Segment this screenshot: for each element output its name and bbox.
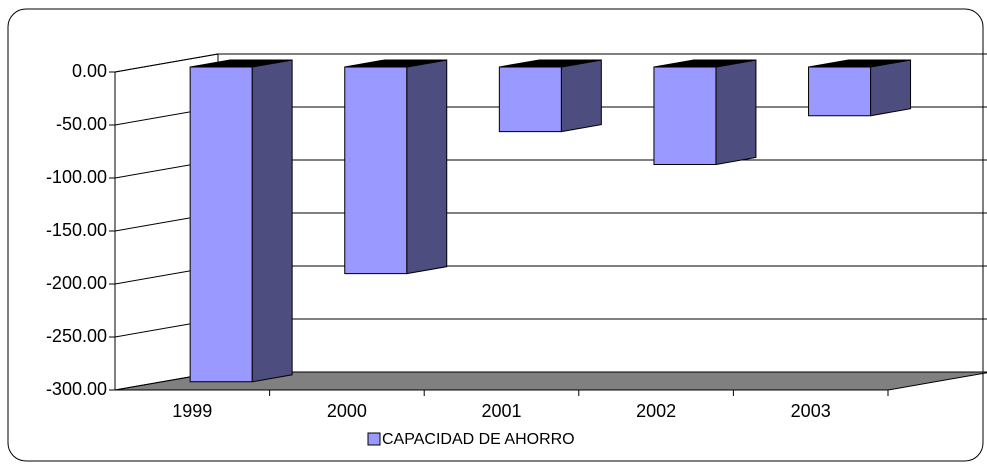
- y-tick-label: 0.00: [72, 61, 107, 81]
- bar-front: [189, 66, 253, 383]
- y-tick-label: -250.00: [46, 326, 107, 346]
- y-tick-label: -50.00: [56, 114, 107, 134]
- bar-side: [251, 59, 293, 383]
- y-tick-label: -300.00: [46, 379, 107, 399]
- x-tick-label: 2002: [636, 401, 676, 421]
- bar-side: [870, 59, 912, 117]
- bar-side: [560, 59, 602, 133]
- bar-front: [498, 66, 562, 133]
- bar: [344, 59, 448, 275]
- legend-swatch: [367, 432, 381, 446]
- bar-side: [715, 59, 757, 166]
- side-grid-line: [114, 53, 219, 73]
- x-tick-label: 2001: [481, 401, 521, 421]
- y-tick-label: -200.00: [46, 273, 107, 293]
- bar-front: [653, 66, 717, 165]
- x-tick-label: 1999: [172, 401, 212, 421]
- bar: [653, 59, 757, 166]
- y-tick-label: -150.00: [46, 220, 107, 240]
- bar: [189, 59, 293, 383]
- bar: [808, 59, 912, 117]
- bar-front: [808, 66, 872, 117]
- x-tick-label: 2000: [327, 401, 367, 421]
- legend-label: CAPACIDAD DE AHORRO: [382, 431, 575, 448]
- bar-side: [406, 59, 448, 275]
- bar: [498, 59, 602, 133]
- y-tick-label: -100.00: [46, 167, 107, 187]
- bar-front: [344, 66, 408, 275]
- x-tick-label: 2003: [791, 401, 831, 421]
